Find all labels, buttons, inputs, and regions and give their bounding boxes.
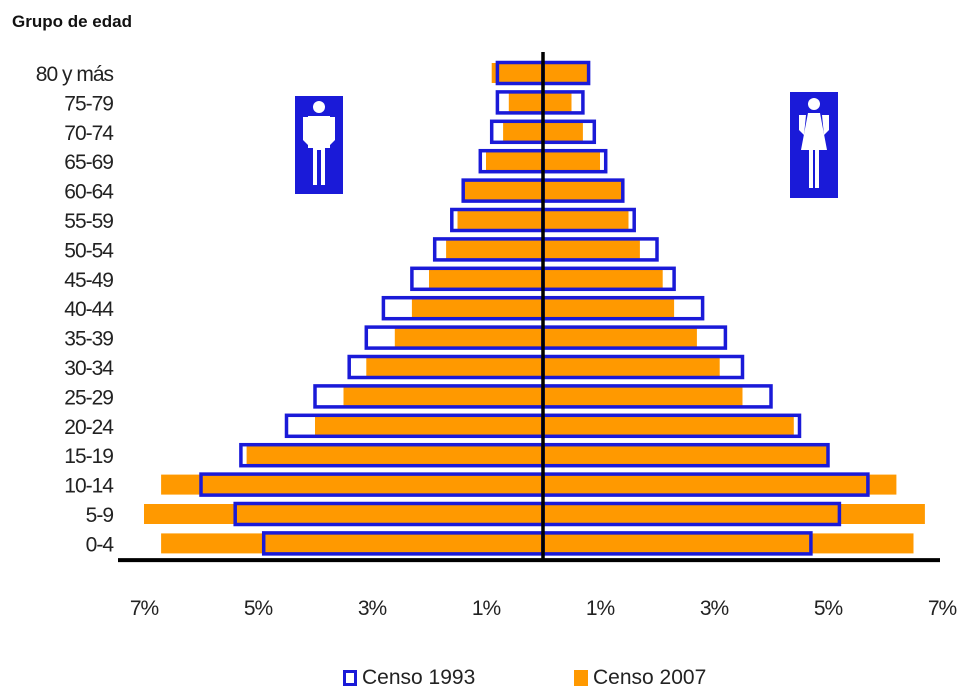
bar-2007-left bbox=[343, 386, 543, 407]
bar-2007-left bbox=[161, 533, 543, 554]
bar-2007-right bbox=[543, 533, 914, 554]
legend-item-1993: Censo 1993 bbox=[343, 666, 475, 690]
bar-2007-right bbox=[543, 327, 697, 348]
female-head bbox=[808, 98, 820, 110]
bar-2007-left bbox=[246, 445, 543, 466]
y-tick-label: 65-69 bbox=[64, 151, 113, 174]
bar-2007-left bbox=[463, 180, 543, 201]
legend-label-1993: Censo 1993 bbox=[362, 666, 476, 689]
legend-swatch-2007 bbox=[574, 670, 588, 686]
x-tick-label: 5% bbox=[814, 597, 843, 620]
male-arms bbox=[303, 117, 335, 145]
bar-2007-left bbox=[491, 63, 543, 83]
bar-2007-left bbox=[315, 415, 543, 436]
y-tick-label: 20-24 bbox=[64, 416, 114, 439]
y-tick-label: 30-34 bbox=[64, 357, 114, 380]
y-tick-label: 10-14 bbox=[64, 475, 114, 498]
bar-2007-right bbox=[543, 239, 640, 260]
bar-2007-left bbox=[411, 298, 543, 319]
x-tick-label: 5% bbox=[244, 597, 273, 620]
y-tick-label: 70-74 bbox=[64, 122, 114, 145]
bar-2007-left bbox=[446, 239, 543, 260]
bar-2007-right bbox=[543, 415, 794, 436]
bar-2007-right bbox=[543, 445, 828, 466]
bar-2007-right bbox=[543, 180, 623, 201]
bar-2007-right bbox=[543, 504, 925, 524]
y-tick-label: 60-64 bbox=[64, 181, 114, 204]
bar-2007-left bbox=[429, 268, 543, 289]
y-tick-label: 0-4 bbox=[86, 533, 115, 556]
x-tick-label: 1% bbox=[586, 597, 615, 620]
x-tick-label: 1% bbox=[472, 597, 501, 620]
bar-2007-left bbox=[503, 121, 543, 142]
bar-2007-left bbox=[486, 151, 543, 172]
y-tick-label: 5-9 bbox=[86, 504, 114, 527]
bar-2007-left bbox=[144, 504, 543, 524]
bar-2007-right bbox=[543, 121, 583, 142]
y-tick-label: 35-39 bbox=[64, 328, 113, 351]
x-tick-label: 7% bbox=[928, 597, 957, 620]
male-body bbox=[308, 116, 330, 185]
bar-2007-left bbox=[508, 92, 543, 113]
legend-item-2007: Censo 2007 bbox=[574, 666, 706, 690]
x-tick-label: 3% bbox=[358, 597, 387, 620]
female-arms bbox=[799, 115, 829, 135]
bar-2007-right bbox=[543, 298, 675, 319]
female-body bbox=[801, 113, 827, 188]
legend-swatch-1993 bbox=[343, 670, 357, 686]
y-tick-label: 80 y más bbox=[36, 63, 114, 86]
bar-2007-right bbox=[543, 268, 663, 289]
y-tick-label: 55-59 bbox=[64, 210, 113, 233]
y-tick-label: 75-79 bbox=[64, 92, 113, 115]
y-tick-label: 25-29 bbox=[64, 386, 113, 409]
y-tick-label: 50-54 bbox=[64, 239, 114, 262]
male-head bbox=[313, 101, 325, 113]
bar-2007-left bbox=[366, 357, 543, 377]
bar-2007-right bbox=[543, 92, 572, 113]
bar-2007-right bbox=[543, 357, 720, 377]
y-tick-label: 40-44 bbox=[64, 298, 114, 321]
bar-2007-right bbox=[543, 474, 897, 495]
y-tick-label: 15-19 bbox=[64, 445, 113, 468]
bar-2007-right bbox=[543, 151, 600, 172]
legend-label-2007: Censo 2007 bbox=[593, 666, 707, 689]
x-tick-label: 7% bbox=[130, 597, 159, 620]
bar-2007-right bbox=[543, 63, 589, 83]
x-tick-label: 3% bbox=[700, 597, 729, 620]
bar-2007-left bbox=[161, 474, 543, 495]
bar-2007-left bbox=[457, 210, 543, 230]
bar-2007-right bbox=[543, 386, 743, 407]
y-tick-label: 45-49 bbox=[64, 269, 113, 292]
bar-2007-right bbox=[543, 210, 629, 230]
y-axis-title: Grupo de edad bbox=[12, 12, 132, 31]
bar-2007-left bbox=[394, 327, 543, 348]
